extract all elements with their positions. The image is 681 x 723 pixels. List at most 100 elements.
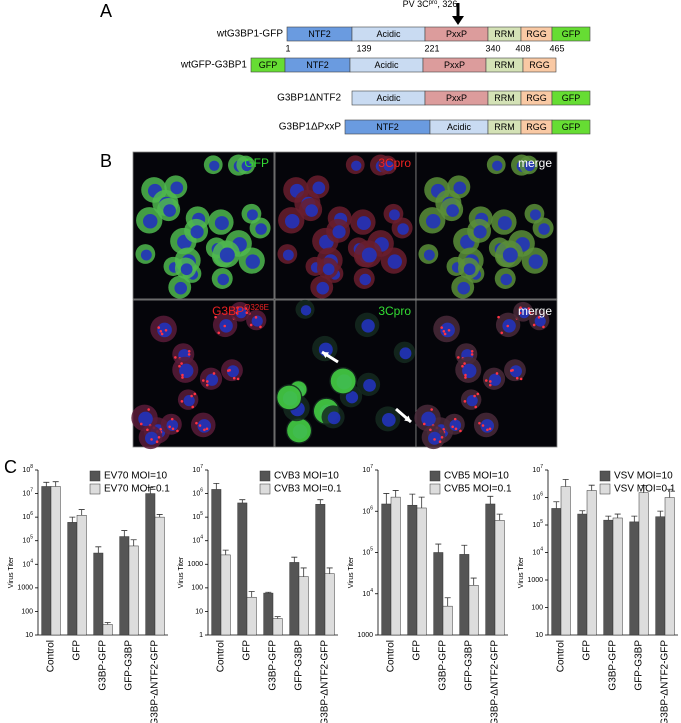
y-tick-label: 107	[22, 488, 33, 498]
y-tick-label: 107	[532, 464, 543, 474]
y-tick-base: 10	[22, 561, 30, 568]
nucleus	[462, 363, 477, 378]
granule	[187, 353, 191, 356]
y-axis-title: Virus Titer	[178, 556, 185, 588]
error-bar	[104, 622, 111, 625]
cleavage-arrow-head	[452, 16, 464, 25]
bar	[76, 515, 87, 636]
bar	[494, 520, 505, 636]
y-tick-base: 10	[22, 467, 30, 474]
granule	[519, 377, 523, 381]
y-tick-exponent: 5	[540, 519, 543, 525]
nucleus	[179, 363, 194, 378]
domain-name: Acidic	[376, 29, 401, 39]
error-bar	[317, 499, 324, 505]
granule	[459, 429, 462, 433]
domain-name: RGG	[526, 93, 547, 103]
domain-name: PxxP	[444, 60, 465, 70]
y-tick-label: 106	[532, 492, 543, 502]
error-bar	[248, 591, 255, 598]
nucleus	[361, 319, 375, 333]
granule	[473, 394, 476, 398]
y-tick-base: 10	[22, 490, 30, 497]
nucleus	[440, 322, 455, 338]
nucleus	[246, 209, 258, 221]
x-tick-label: GFP-G3BP	[464, 640, 475, 691]
x-tick-label: G3BP-ΔNTF2-GFP	[490, 640, 501, 723]
bar	[664, 497, 675, 636]
bar	[407, 504, 418, 636]
bar	[603, 519, 614, 636]
panel-label: A	[100, 1, 112, 21]
legend-swatch	[259, 483, 271, 495]
error-bar	[444, 597, 451, 607]
domain-name: RGG	[526, 29, 547, 39]
nucleus	[356, 216, 371, 231]
granule	[190, 394, 193, 398]
bar	[93, 552, 104, 636]
legend-swatch	[599, 470, 611, 482]
y-tick-label: 105	[192, 511, 203, 521]
nucleus	[500, 273, 513, 286]
nucleus	[387, 254, 402, 269]
nucleus	[183, 394, 195, 407]
nucleus	[524, 160, 535, 172]
error-bar	[274, 616, 281, 619]
error-bar	[579, 510, 586, 515]
error-bar	[562, 479, 569, 487]
y-tick-base: 10	[192, 514, 200, 521]
domain-name: Acidic	[376, 93, 401, 103]
nucleus	[251, 315, 263, 327]
granule	[451, 425, 454, 429]
granule	[171, 427, 175, 431]
granule	[157, 435, 161, 439]
nucleus	[449, 419, 462, 431]
granule	[486, 428, 489, 432]
bar	[629, 521, 640, 636]
granule	[495, 372, 499, 375]
nucleus	[518, 307, 530, 319]
nucleus	[322, 263, 335, 276]
bar	[145, 493, 156, 636]
tile-label: 3Cpro	[378, 304, 411, 318]
granule	[176, 429, 179, 433]
error-bar	[52, 481, 59, 487]
granule	[474, 405, 478, 409]
domain-box	[522, 57, 557, 73]
granule	[159, 330, 163, 333]
bar	[433, 552, 444, 636]
granule	[232, 376, 236, 380]
granule	[249, 323, 253, 327]
y-tick-base: 10	[192, 467, 200, 474]
nucleus	[170, 181, 184, 195]
granule	[254, 316, 258, 319]
nucleus	[538, 223, 550, 235]
y-tick-exponent: 7	[30, 488, 33, 494]
x-tick-label: G3BP-ΔNTF2-GFP	[660, 640, 671, 723]
error-bar	[470, 577, 477, 586]
nucleus	[529, 209, 541, 221]
legend-swatch	[89, 470, 101, 482]
granule	[155, 440, 159, 444]
bar	[442, 605, 453, 636]
nucleus	[509, 365, 522, 378]
legend-swatch	[89, 483, 101, 495]
nucleus	[492, 160, 503, 171]
granule	[438, 440, 442, 444]
nucleus	[312, 181, 326, 195]
y-tick-label: 108	[22, 464, 33, 474]
bar	[119, 536, 130, 636]
bar	[315, 504, 326, 636]
annotation-text: PV 3C	[403, 0, 430, 9]
y-tick-exponent: 4	[370, 588, 373, 594]
granule	[429, 428, 432, 432]
error-bar	[156, 514, 163, 518]
legend-label: EV70 MOI=0.1	[104, 484, 170, 495]
granule	[244, 307, 248, 310]
granule	[205, 383, 209, 387]
granule	[180, 400, 184, 403]
y-tick-label: 1000	[187, 561, 203, 568]
granule	[440, 435, 444, 439]
y-tick-exponent: 6	[540, 492, 543, 498]
